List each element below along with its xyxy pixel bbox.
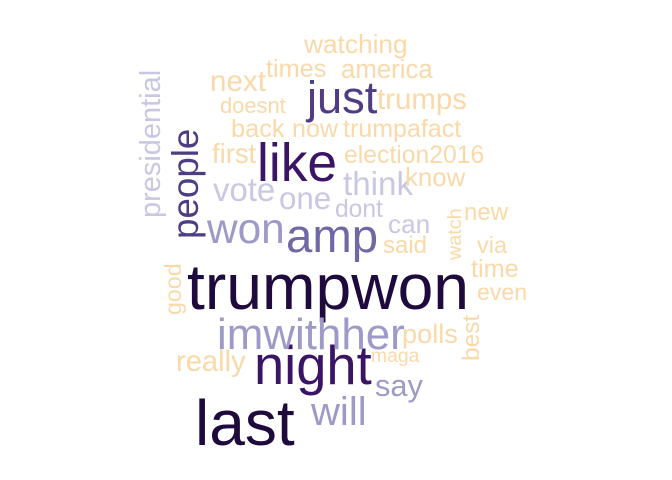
word-like: like bbox=[257, 133, 338, 193]
word-watch: watch bbox=[444, 208, 466, 260]
word-first: first bbox=[212, 137, 257, 169]
word-time: time bbox=[471, 254, 519, 283]
word-best: best bbox=[458, 314, 485, 361]
word-night: night bbox=[254, 336, 372, 396]
word-said: said bbox=[383, 232, 428, 259]
word-watching: watching bbox=[304, 29, 408, 59]
word-new: new bbox=[464, 199, 509, 226]
word-say: say bbox=[375, 367, 423, 403]
word-america: america bbox=[341, 56, 433, 84]
word-maga: maga bbox=[371, 345, 420, 367]
word-vote: vote bbox=[213, 170, 276, 208]
word-trumpafact: trumpafact bbox=[343, 114, 462, 143]
word-dont: dont bbox=[335, 195, 383, 223]
word-know: know bbox=[405, 164, 466, 192]
word-last: last bbox=[195, 387, 295, 459]
word-one: one bbox=[279, 180, 332, 216]
word-trumpwon: trumpwon bbox=[187, 251, 470, 323]
word-back: back bbox=[231, 114, 285, 143]
word-can: can bbox=[388, 209, 431, 239]
word-polls: polls bbox=[402, 317, 458, 349]
word-via: via bbox=[477, 232, 508, 258]
word-imwithher: imwithher bbox=[217, 310, 405, 359]
word-will: will bbox=[311, 390, 367, 434]
word-election2016: election2016 bbox=[344, 141, 485, 169]
word-people: people bbox=[164, 128, 206, 239]
word-times: times bbox=[266, 54, 327, 83]
word-good: good bbox=[159, 263, 186, 315]
word-won: won bbox=[207, 205, 285, 252]
word-presidential: presidential bbox=[134, 69, 167, 218]
word-think: think bbox=[343, 165, 414, 203]
word-doesnt: doesnt bbox=[220, 93, 286, 118]
word-next: next bbox=[210, 65, 266, 98]
word-trumps: trumps bbox=[377, 82, 467, 116]
word-amp: amp bbox=[286, 209, 379, 263]
word-just: just bbox=[307, 71, 378, 123]
word-really: really bbox=[176, 345, 246, 378]
word-now: now bbox=[292, 114, 339, 143]
word-even: even bbox=[477, 278, 528, 305]
